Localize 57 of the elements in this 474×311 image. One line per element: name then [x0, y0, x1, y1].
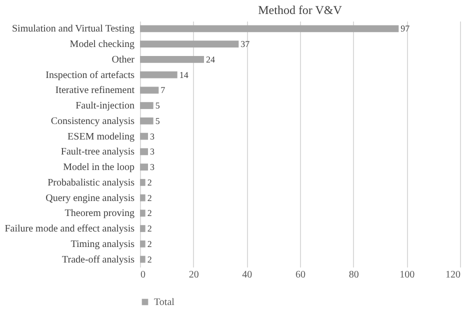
y-tick-label: Probabalistic analysis [48, 177, 135, 188]
data-label: 97 [400, 24, 410, 34]
bar [140, 56, 204, 63]
bar [140, 132, 148, 140]
bar [140, 86, 159, 94]
chart-title: Method for V&V [258, 3, 342, 17]
bar [140, 117, 154, 124]
x-tick-label: 0 [140, 270, 146, 280]
data-label: 2 [147, 254, 152, 264]
bar [140, 148, 148, 156]
y-tick-label: Iterative refinement [55, 85, 135, 96]
y-tick-label: Simulation and Virtual Testing [12, 24, 134, 35]
x-tick-label: 40 [242, 270, 252, 280]
bar [140, 71, 178, 78]
y-tick-label: ESEM modeling [68, 131, 134, 142]
x-tick-label: 60 [296, 270, 306, 280]
data-label: 2 [147, 224, 152, 234]
legend-label: Total [154, 297, 175, 308]
data-label: 3 [150, 131, 155, 142]
bar [140, 256, 146, 263]
x-tick-label: 100 [400, 270, 415, 280]
y-tick-label: Fault-tree analysis [60, 146, 135, 158]
data-label: 2 [147, 177, 152, 188]
bar [140, 178, 146, 186]
y-tick-label: Timing analysis [70, 238, 135, 250]
data-label: 5 [155, 116, 160, 126]
y-tick-label: Theorem proving [64, 208, 134, 220]
data-label: 3 [150, 162, 155, 172]
data-label: 24 [206, 54, 216, 64]
data-label: 7 [160, 85, 166, 96]
bar [140, 225, 146, 232]
y-tick-label: Inspection of artefacts [46, 70, 135, 81]
y-tick-label: Fault-injection [76, 100, 134, 112]
y-tick-label: Query engine analysis [46, 192, 135, 204]
y-tick-label: Other [112, 54, 136, 66]
bar [140, 102, 154, 110]
x-tick-label: 80 [348, 270, 359, 280]
bar [140, 40, 239, 48]
y-tick-label: Trade-off analysis [62, 254, 135, 266]
bar [140, 164, 148, 171]
data-label: 2 [147, 192, 152, 203]
data-label: 5 [155, 100, 160, 111]
bar [140, 25, 399, 32]
x-tick-label: 20 [188, 270, 199, 280]
x-tick-label: 120 [446, 270, 460, 280]
data-label: 37 [240, 39, 250, 50]
bar [140, 194, 146, 202]
data-label: 2 [147, 208, 152, 218]
y-tick-label: Consistency analysis [50, 116, 135, 127]
y-tick-label: Failure mode and effect analysis [4, 224, 135, 235]
bar [140, 210, 146, 217]
data-label: 2 [147, 238, 152, 249]
y-tick-label: Model in the loop [63, 162, 134, 174]
data-label: 14 [179, 70, 189, 80]
bar [140, 240, 146, 248]
data-label: 3 [150, 146, 155, 157]
y-tick-label: Model checking [70, 39, 134, 50]
